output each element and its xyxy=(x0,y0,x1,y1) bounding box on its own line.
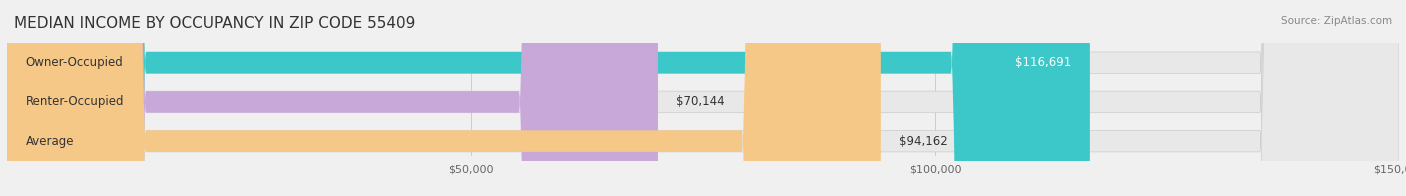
Text: Average: Average xyxy=(25,135,75,148)
Text: $70,144: $70,144 xyxy=(676,95,725,108)
Text: MEDIAN INCOME BY OCCUPANCY IN ZIP CODE 55409: MEDIAN INCOME BY OCCUPANCY IN ZIP CODE 5… xyxy=(14,16,415,31)
FancyBboxPatch shape xyxy=(7,0,1399,196)
FancyBboxPatch shape xyxy=(7,0,880,196)
Text: Source: ZipAtlas.com: Source: ZipAtlas.com xyxy=(1281,16,1392,26)
Text: $116,691: $116,691 xyxy=(1015,56,1071,69)
Text: Owner-Occupied: Owner-Occupied xyxy=(25,56,124,69)
Text: $94,162: $94,162 xyxy=(900,135,948,148)
FancyBboxPatch shape xyxy=(7,0,1090,196)
FancyBboxPatch shape xyxy=(7,0,1399,196)
FancyBboxPatch shape xyxy=(7,0,658,196)
Text: Renter-Occupied: Renter-Occupied xyxy=(25,95,124,108)
FancyBboxPatch shape xyxy=(7,0,1399,196)
